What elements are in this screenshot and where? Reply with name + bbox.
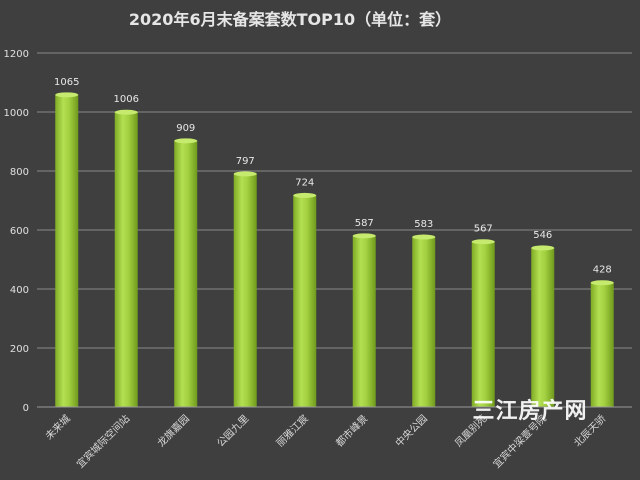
bar	[531, 245, 555, 407]
chart-title: 2020年6月末备案套数TOP10（单位：套）	[129, 10, 451, 29]
data-label: 567	[474, 224, 493, 235]
bar-top	[55, 92, 79, 98]
bar-top	[471, 239, 495, 245]
data-label: 909	[176, 123, 195, 134]
x-tick-label: 丽雅江宸	[273, 412, 310, 449]
watermark-logo: 三江房产网	[472, 398, 587, 424]
bar	[412, 234, 436, 407]
data-label: 428	[593, 265, 612, 276]
data-label: 546	[533, 230, 552, 241]
bar-top	[233, 171, 257, 177]
data-label: 1006	[114, 94, 139, 105]
y-tick-label: 200	[10, 344, 29, 355]
bar-top	[412, 234, 436, 240]
bars	[55, 92, 614, 407]
y-tick-label: 800	[10, 167, 29, 178]
bar-top	[531, 245, 555, 251]
bar	[55, 92, 79, 407]
bar	[114, 109, 138, 407]
bar-body	[590, 282, 614, 407]
data-labels: 1065 1006 909 797 724 587 583 567 546 428	[54, 77, 612, 276]
bar-body	[293, 195, 317, 407]
bar-body	[233, 173, 257, 407]
x-tick-label: 公园九里	[215, 413, 252, 450]
bar-body	[114, 112, 138, 407]
x-tick-label: 龙旗嘉园	[154, 412, 191, 449]
bar-body	[352, 235, 376, 407]
bar-top	[174, 138, 198, 144]
x-tick-label: 中央公园	[392, 412, 429, 449]
bar	[293, 192, 317, 407]
data-label: 797	[236, 156, 255, 167]
data-label: 583	[414, 219, 433, 230]
bar-top	[293, 192, 317, 198]
bar-body	[412, 237, 436, 407]
y-axis-ticks: 0 200 400 600 800 1000 1200	[4, 49, 29, 414]
y-tick-label: 600	[10, 226, 29, 237]
data-label: 724	[295, 177, 314, 188]
bar	[471, 239, 495, 407]
data-label: 1065	[54, 77, 79, 88]
x-tick-label: 未来城	[43, 413, 73, 443]
bar-body	[55, 94, 79, 407]
y-tick-label: 1200	[4, 49, 29, 60]
bar	[352, 233, 376, 407]
bar-body	[531, 247, 555, 407]
bar-body	[174, 140, 198, 407]
bar-top	[590, 280, 614, 286]
bar	[233, 171, 257, 407]
bar	[590, 280, 614, 407]
y-tick-label: 1000	[4, 108, 29, 119]
bar-body	[471, 241, 495, 407]
bar	[174, 138, 198, 407]
bar-top	[114, 109, 138, 115]
data-label: 587	[355, 218, 374, 229]
bar-top	[352, 233, 376, 239]
x-tick-label: 宜宾城际空间站	[74, 412, 133, 471]
y-tick-label: 0	[23, 403, 29, 414]
y-tick-label: 400	[10, 285, 29, 296]
x-tick-label: 都市峰景	[333, 412, 370, 449]
